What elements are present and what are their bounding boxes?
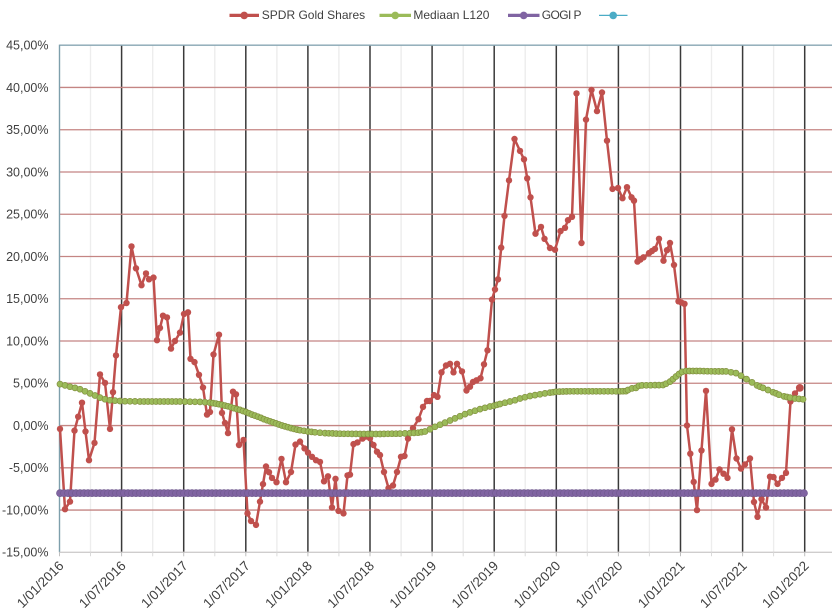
svg-text:35,00%: 35,00% — [6, 123, 48, 137]
svg-text:25,00%: 25,00% — [6, 208, 48, 222]
svg-text:40,00%: 40,00% — [6, 81, 48, 95]
svg-text:GOGI P: GOGI P — [542, 8, 582, 22]
svg-text:5,00%: 5,00% — [13, 377, 48, 391]
svg-text:15,00%: 15,00% — [6, 292, 48, 306]
svg-text:20,00%: 20,00% — [6, 250, 48, 264]
svg-text:30,00%: 30,00% — [6, 165, 48, 179]
svg-text:-10,00%: -10,00% — [2, 503, 49, 517]
svg-text:45,00%: 45,00% — [6, 39, 48, 53]
svg-text:-5,00%: -5,00% — [9, 461, 49, 475]
svg-text:SPDR Gold Shares: SPDR Gold Shares — [262, 8, 365, 22]
svg-text:0,00%: 0,00% — [13, 419, 48, 433]
svg-text:-15,00%: -15,00% — [2, 546, 49, 560]
svg-text:10,00%: 10,00% — [6, 334, 48, 348]
svg-text:Mediaan L120: Mediaan L120 — [413, 8, 489, 22]
